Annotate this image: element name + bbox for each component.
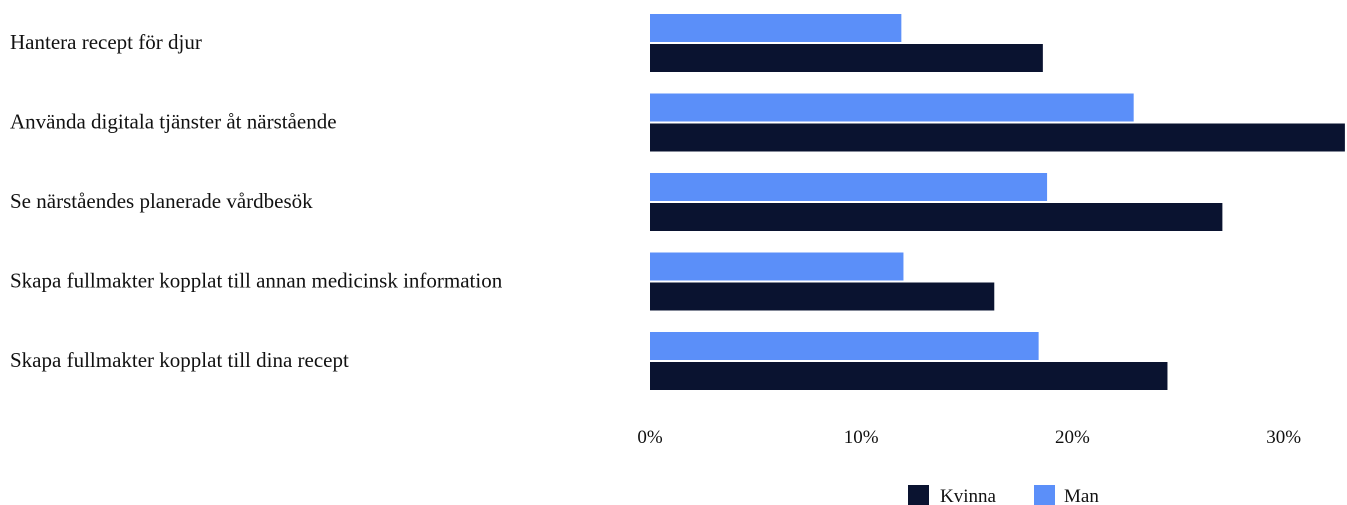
legend-label-kvinna: Kvinna: [940, 486, 997, 505]
legend: Kvinna Man: [908, 485, 1099, 505]
bars: [650, 14, 1345, 390]
category-labels: Hantera recept för djur Använda digitala …: [10, 30, 503, 372]
x-tick-label: 20%: [1055, 427, 1090, 448]
x-tick-label: 30%: [1266, 427, 1301, 448]
bar-man: [650, 332, 1039, 360]
legend-swatch-man: [1034, 485, 1055, 505]
bar-kvinna: [650, 282, 995, 311]
x-tick-label: 0%: [637, 427, 663, 448]
legend-swatch-kvinna: [908, 485, 929, 505]
bar-man: [650, 14, 902, 42]
bar-kvinna: [650, 123, 1345, 152]
category-label: Hantera recept för djur: [10, 30, 202, 54]
category-label: Skapa fullmakter kopplat till annan medi…: [10, 269, 503, 293]
bar-man: [650, 173, 1048, 201]
bar-man: [650, 93, 1134, 122]
legend-label-man: Man: [1064, 486, 1099, 505]
bar-kvinna: [650, 44, 1043, 72]
bar-kvinna: [650, 203, 1223, 231]
bar-man: [650, 252, 904, 281]
category-label: Använda digitala tjänster åt närstående: [10, 110, 337, 134]
category-label: Skapa fullmakter kopplat till dina recep…: [10, 348, 349, 372]
x-axis-ticks: 0% 10% 20% 30%: [637, 427, 1301, 448]
category-label: Se närståendes planerade vårdbesök: [10, 189, 313, 213]
x-tick-label: 10%: [844, 427, 879, 448]
bar-kvinna: [650, 362, 1168, 390]
